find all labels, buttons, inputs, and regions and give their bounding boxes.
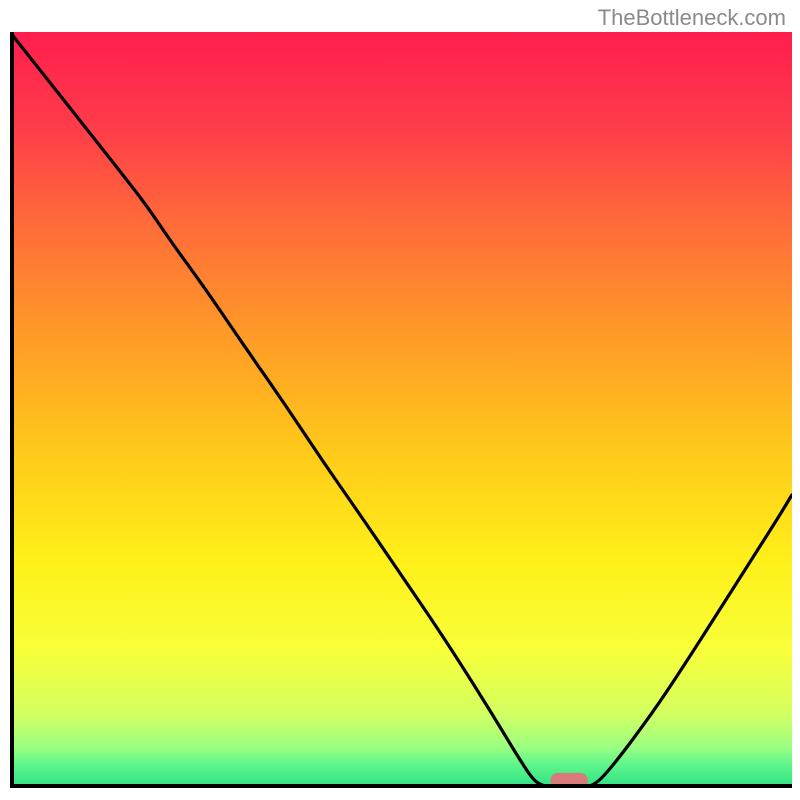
chart-axes <box>10 32 792 788</box>
bottleneck-chart-plot <box>10 32 792 788</box>
watermark-text: TheBottleneck.com <box>598 5 786 31</box>
